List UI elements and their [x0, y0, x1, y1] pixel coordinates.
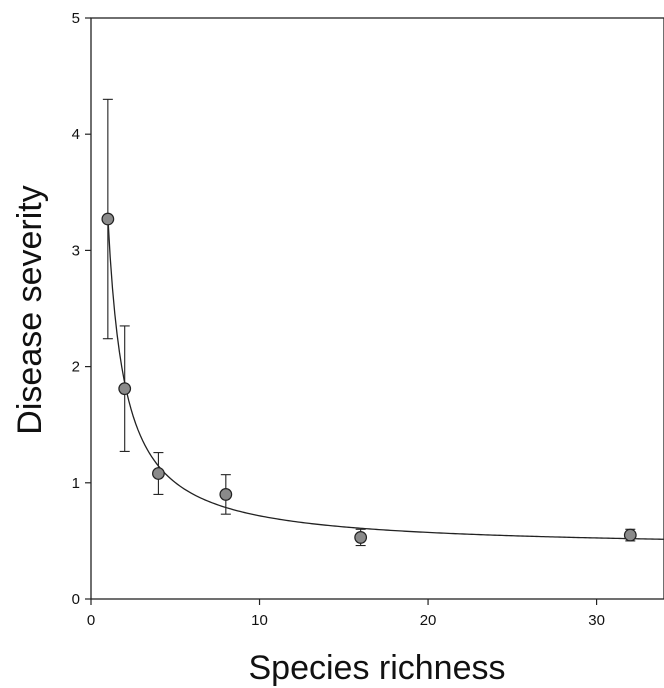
- error-bars: [102, 98, 636, 547]
- y-axis-title: Disease severity: [11, 185, 49, 434]
- y-tick-label: 5: [72, 10, 80, 27]
- y-tick-label: 2: [72, 359, 80, 376]
- y-tick-label: 0: [72, 591, 80, 608]
- data-point: [118, 382, 132, 396]
- y-tick-label: 1: [72, 475, 80, 492]
- x-axis-ticks: 0 10 20 30: [87, 599, 605, 629]
- x-tick-label: 30: [588, 612, 605, 629]
- y-axis-ticks: 0 1 2 3 4 5: [72, 10, 91, 608]
- x-tick-label: 20: [420, 612, 437, 629]
- fit-curve: [107, 216, 664, 540]
- y-tick-label: 3: [72, 242, 80, 259]
- data-point: [623, 528, 637, 542]
- data-point: [152, 467, 165, 480]
- y-tick-label: 4: [72, 126, 80, 143]
- data-point: [101, 212, 115, 226]
- data-point: [354, 531, 368, 544]
- data-points: [101, 212, 637, 544]
- plot-frame: [90, 17, 664, 600]
- x-tick-label: 10: [251, 612, 268, 629]
- x-axis-title: Species richness: [248, 649, 505, 687]
- data-point: [219, 488, 233, 501]
- x-tick-label: 0: [87, 612, 95, 629]
- fit-curve-group: [107, 216, 664, 540]
